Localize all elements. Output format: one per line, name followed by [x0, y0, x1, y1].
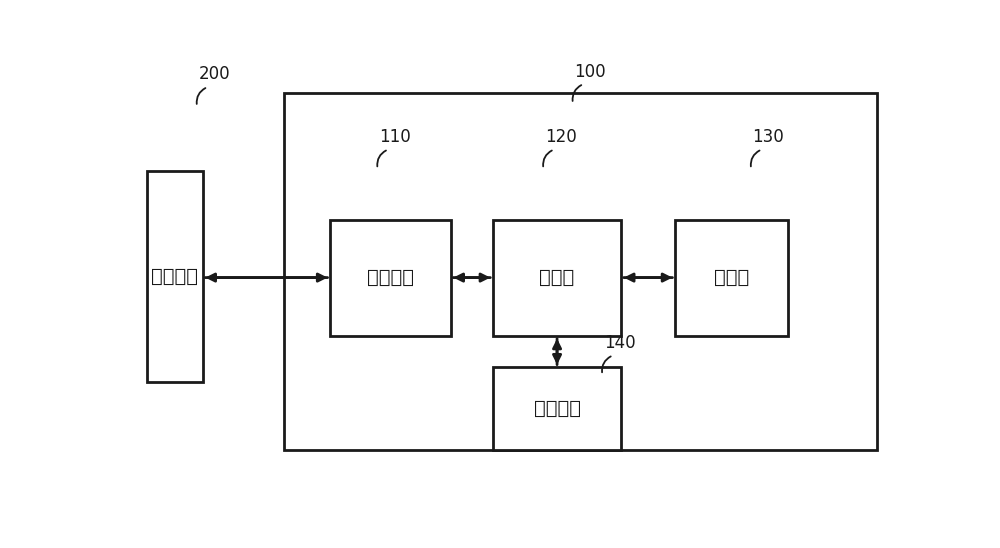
Text: 处理器: 处理器 — [539, 268, 575, 287]
Text: 网络接口: 网络接口 — [367, 268, 414, 287]
Bar — [330, 220, 450, 336]
Bar — [284, 93, 877, 450]
Text: 外部装置: 外部装置 — [151, 267, 198, 286]
Text: 存储器: 存储器 — [714, 268, 749, 287]
Bar — [493, 368, 621, 450]
Text: 存储装置: 存储装置 — [534, 399, 581, 418]
Bar — [675, 220, 788, 336]
Bar — [493, 220, 621, 336]
Text: 200: 200 — [198, 65, 230, 83]
Text: 100: 100 — [574, 62, 606, 81]
Text: 120: 120 — [545, 128, 576, 146]
Text: 140: 140 — [604, 334, 635, 352]
Text: 130: 130 — [752, 128, 784, 146]
Text: 110: 110 — [379, 128, 411, 146]
Bar — [147, 171, 202, 383]
